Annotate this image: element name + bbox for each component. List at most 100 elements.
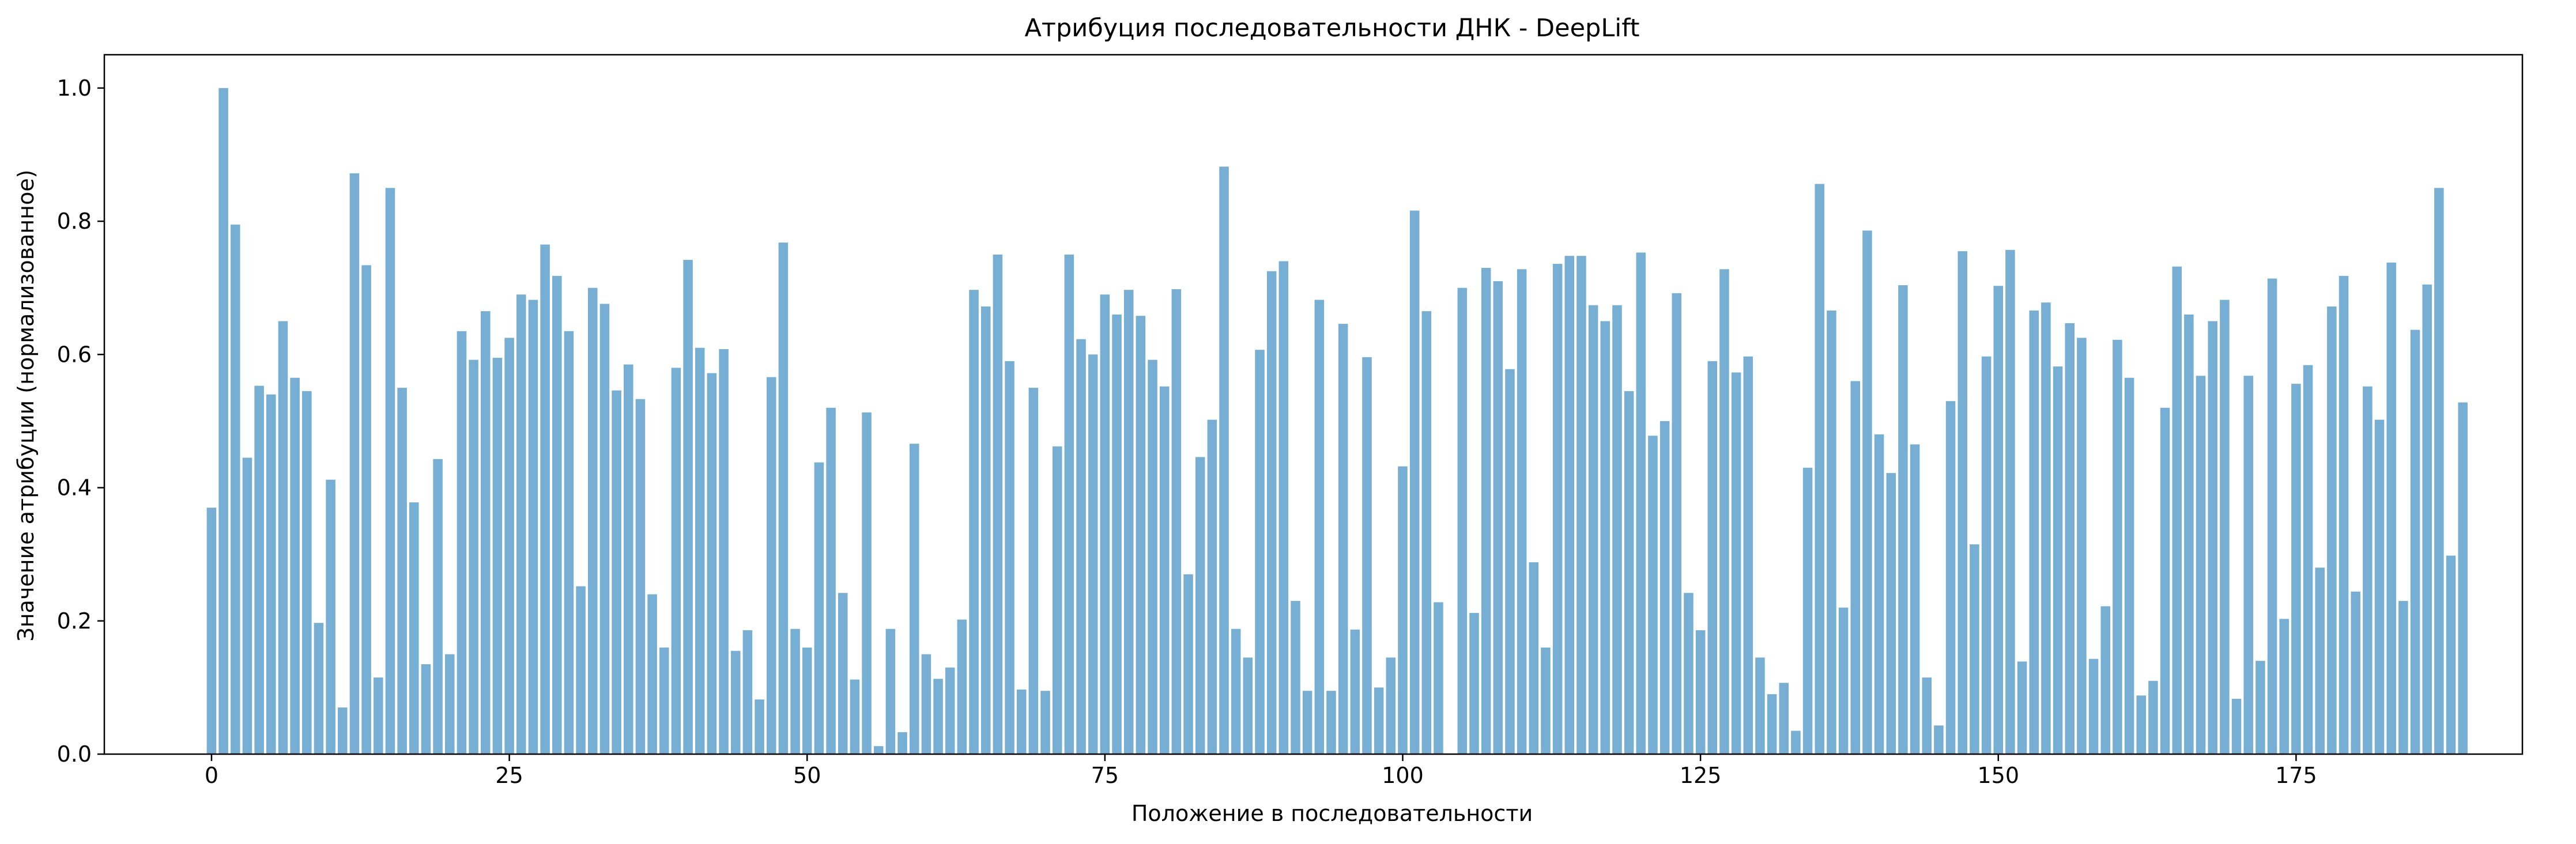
- bar: [2351, 591, 2360, 754]
- bar: [742, 630, 753, 754]
- y-axis-ticks: 0.0 0.2 0.4 0.6 0.8 1.0: [57, 75, 104, 767]
- bar: [1469, 612, 1479, 754]
- bar: [707, 373, 717, 754]
- bar: [1576, 256, 1586, 754]
- bar: [1695, 630, 1706, 754]
- bar: [1922, 678, 1932, 754]
- bar: [755, 699, 764, 754]
- bar: [1040, 691, 1050, 754]
- x-tick-label: 0: [205, 763, 218, 788]
- bar: [326, 479, 335, 754]
- bar: [1743, 356, 1753, 754]
- bar: [635, 399, 646, 754]
- x-tick-label: 100: [1382, 763, 1424, 788]
- x-tick-label: 50: [793, 763, 821, 788]
- bar: [1278, 261, 1289, 754]
- bar: [2327, 306, 2337, 754]
- bar: [231, 224, 240, 755]
- bar: [1136, 316, 1146, 754]
- bar: [2363, 386, 2373, 754]
- x-axis-label: Положение в последовательности: [1132, 801, 1533, 826]
- bar: [2386, 262, 2396, 755]
- bar: [1386, 657, 1396, 754]
- bar: [338, 707, 348, 754]
- bar: [2410, 330, 2420, 754]
- bar: [2029, 310, 2039, 754]
- bar: [1219, 166, 1229, 754]
- bar: [980, 306, 991, 754]
- bar: [1636, 252, 1646, 754]
- bar: [897, 732, 907, 754]
- bar: [576, 586, 586, 754]
- bar: [2160, 407, 2170, 754]
- x-tick-label: 175: [2275, 763, 2317, 788]
- bar: [1291, 601, 1300, 754]
- bar: [218, 88, 228, 754]
- bar: [1421, 311, 1432, 754]
- bar: [2339, 275, 2349, 754]
- bar: [2065, 323, 2075, 754]
- bar: [1802, 467, 1813, 754]
- bar: [1338, 324, 1348, 754]
- bar: [2243, 376, 2253, 754]
- bar: [1564, 256, 1575, 754]
- bar: [1934, 725, 1944, 754]
- bar: [552, 275, 562, 754]
- bar: [2041, 302, 2051, 754]
- bar: [2136, 695, 2146, 754]
- bar: [1028, 388, 1039, 754]
- bar: [2458, 402, 2468, 754]
- bar: [814, 462, 824, 754]
- bar: [1112, 314, 1122, 754]
- bar: [1910, 444, 1920, 754]
- bar: [1827, 310, 1836, 754]
- bar: [885, 629, 896, 754]
- x-axis-ticks: 0 25 50 75 100 125 150 175: [205, 754, 2317, 788]
- bar: [2231, 699, 2242, 754]
- bar: [1529, 562, 1539, 754]
- bar: [993, 254, 1003, 754]
- bar: [1266, 271, 1277, 754]
- bar: [457, 331, 467, 754]
- bar: [266, 394, 276, 754]
- x-tick-label: 150: [1977, 763, 2019, 788]
- bar: [1183, 574, 1193, 754]
- bar: [624, 364, 633, 754]
- bar: [1552, 264, 1563, 754]
- bar: [2088, 658, 2099, 754]
- bar: [409, 502, 419, 754]
- bar: [385, 188, 395, 754]
- bar: [469, 359, 478, 754]
- bar: [1624, 391, 1634, 754]
- bar: [850, 679, 860, 754]
- bar: [838, 593, 848, 754]
- bar: [374, 678, 383, 754]
- bar: [1302, 691, 1312, 754]
- bar: [1684, 593, 1694, 754]
- bar: [1612, 305, 1622, 754]
- bars-group: [206, 88, 2468, 755]
- bar: [1243, 657, 1253, 754]
- y-tick-label: 0.0: [57, 741, 92, 767]
- bar: [1850, 381, 1861, 754]
- bar: [2172, 266, 2182, 754]
- y-tick-label: 0.2: [57, 608, 92, 634]
- bar: [2315, 567, 2325, 754]
- bar: [1719, 269, 1729, 754]
- bar: [2398, 601, 2408, 754]
- bar: [2053, 366, 2063, 754]
- bar: [278, 321, 288, 754]
- bar: [1326, 691, 1336, 754]
- bar: [2220, 300, 2230, 754]
- bar: [1779, 683, 1789, 754]
- bar: [1886, 473, 1896, 754]
- bar: [1755, 657, 1765, 754]
- bar: [802, 648, 812, 754]
- bar: [1970, 544, 1979, 754]
- bar: [1195, 457, 1205, 754]
- bar: [1052, 446, 1062, 754]
- bar: [2124, 377, 2134, 754]
- bar: [1231, 629, 1241, 754]
- bar: [1791, 731, 1801, 754]
